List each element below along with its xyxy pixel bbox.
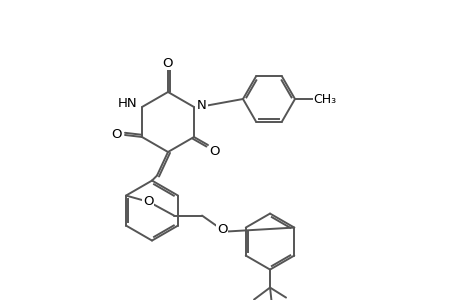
- Text: O: O: [142, 195, 153, 208]
- Text: O: O: [216, 223, 227, 236]
- Text: O: O: [162, 56, 173, 70]
- Text: HN: HN: [118, 97, 138, 110]
- Text: O: O: [209, 145, 220, 158]
- Text: N: N: [196, 98, 207, 112]
- Text: CH₃: CH₃: [313, 92, 336, 106]
- Text: O: O: [111, 128, 121, 140]
